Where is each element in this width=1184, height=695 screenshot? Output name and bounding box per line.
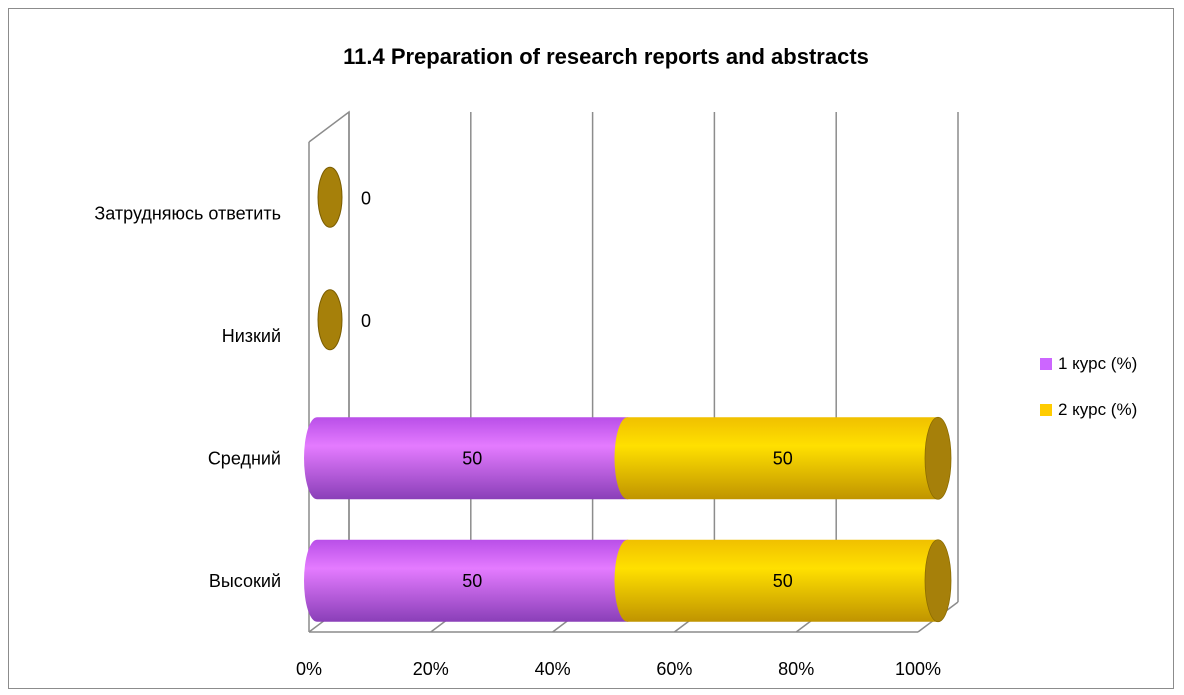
category-label: Низкий (222, 326, 281, 346)
bar-end-cap (924, 416, 952, 500)
x-tick-label: 80% (778, 659, 814, 679)
category-label: Затрудняюсь ответить (94, 203, 281, 223)
data-label: 0 (361, 188, 371, 208)
bar-segment (304, 539, 641, 622)
data-label: 50 (773, 448, 793, 468)
legend-swatch (1040, 358, 1052, 370)
chart-title: 11.4 Preparation of research reports and… (343, 44, 869, 69)
x-tick-label: 40% (535, 659, 571, 679)
data-label: 50 (462, 448, 482, 468)
x-tick-label: 0% (296, 659, 322, 679)
bar-segment (304, 417, 641, 500)
zero-value-marker (317, 289, 343, 351)
data-label: 50 (462, 571, 482, 591)
category-label: Средний (208, 448, 281, 468)
x-tick-label: 100% (895, 659, 941, 679)
category-label: Высокий (209, 571, 281, 591)
bar-segment (614, 417, 951, 500)
x-tick-label: 60% (656, 659, 692, 679)
x-tick-label: 20% (413, 659, 449, 679)
legend-label: 2 курс (%) (1058, 400, 1137, 419)
bar-end-cap (924, 539, 952, 623)
legend-label: 1 курс (%) (1058, 354, 1137, 373)
zero-value-marker (317, 166, 343, 228)
bar-segment (614, 539, 951, 622)
data-label: 0 (361, 311, 371, 331)
data-label: 50 (773, 571, 793, 591)
legend-swatch (1040, 404, 1052, 416)
